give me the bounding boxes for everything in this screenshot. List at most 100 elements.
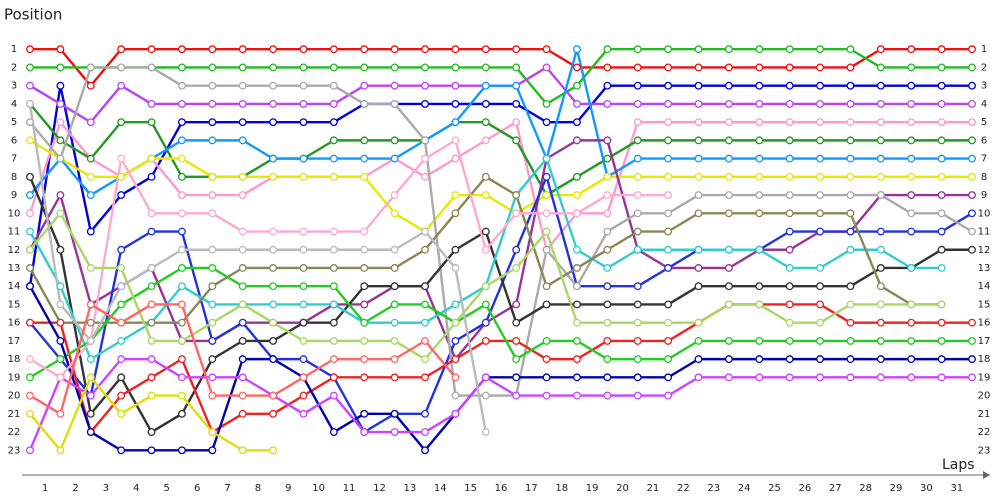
position-marker — [238, 45, 247, 54]
position-marker — [86, 227, 95, 236]
position-marker — [177, 245, 186, 254]
position-marker — [816, 172, 825, 181]
position-marker — [481, 227, 490, 236]
position-marker — [360, 318, 369, 327]
position-marker — [542, 227, 551, 236]
position-marker — [421, 428, 429, 436]
position-marker — [846, 355, 855, 364]
position-marker — [664, 355, 673, 364]
position-marker — [208, 282, 217, 291]
position-marker — [481, 81, 490, 90]
position-marker — [573, 245, 581, 254]
position-marker — [542, 355, 551, 364]
position-marker — [26, 45, 34, 54]
position-marker — [633, 227, 642, 236]
position-marker — [238, 264, 247, 272]
position-marker — [86, 391, 95, 400]
position-marker — [299, 81, 308, 90]
position-marker — [724, 245, 733, 254]
y-tick-label-right: 20 — [978, 391, 991, 402]
position-marker — [177, 446, 186, 455]
position-marker — [147, 300, 156, 309]
position-marker — [846, 191, 855, 200]
position-marker — [269, 336, 278, 345]
position-marker — [968, 245, 976, 254]
position-marker — [481, 282, 490, 291]
position-marker — [451, 245, 460, 254]
position-marker — [26, 409, 34, 418]
x-tick-label: 29 — [890, 483, 903, 494]
position-marker — [785, 63, 794, 72]
x-tick-label: 12 — [373, 483, 386, 494]
position-marker — [238, 245, 247, 254]
position-marker — [269, 355, 278, 364]
position-marker — [907, 81, 916, 90]
position-marker — [299, 391, 308, 400]
position-marker — [694, 45, 703, 54]
position-marker — [512, 118, 521, 127]
position-marker — [846, 99, 855, 108]
position-marker — [238, 118, 247, 127]
position-marker — [360, 99, 369, 108]
position-marker — [177, 172, 186, 181]
position-marker — [603, 63, 612, 72]
position-marker — [360, 45, 369, 54]
position-marker — [360, 245, 369, 254]
position-marker — [238, 318, 247, 327]
position-marker — [573, 63, 581, 72]
position-marker — [937, 136, 946, 145]
position-marker — [724, 336, 733, 345]
position-marker — [117, 264, 126, 272]
x-tick-label: 15 — [464, 483, 477, 494]
position-marker — [26, 99, 34, 108]
position-marker — [421, 81, 429, 90]
position-marker — [421, 154, 429, 163]
position-marker — [846, 154, 855, 163]
position-marker — [694, 373, 703, 382]
position-marker — [724, 154, 733, 163]
position-marker — [846, 45, 855, 54]
position-marker — [177, 355, 186, 364]
position-marker — [694, 209, 703, 218]
position-marker — [755, 282, 764, 291]
x-tick-label: 31 — [950, 483, 963, 494]
position-marker — [451, 99, 460, 108]
y-tick-label: 11 — [8, 227, 21, 238]
position-marker — [968, 209, 976, 218]
position-marker — [117, 118, 126, 127]
position-marker — [724, 99, 733, 108]
position-marker — [633, 355, 642, 364]
position-marker — [816, 136, 825, 145]
x-tick-label: 24 — [738, 483, 751, 494]
y-axis-label: Position — [4, 6, 62, 24]
position-marker — [937, 227, 946, 236]
position-marker — [481, 118, 490, 127]
x-tick-label: 2 — [72, 483, 78, 494]
position-marker — [177, 227, 186, 236]
position-marker — [177, 154, 186, 163]
position-marker — [56, 409, 65, 418]
position-marker — [269, 282, 278, 291]
position-marker — [208, 264, 217, 272]
position-marker — [117, 355, 126, 364]
position-marker — [907, 172, 916, 181]
y-tick-label-right: 15 — [978, 299, 991, 310]
position-marker — [755, 172, 764, 181]
position-marker — [816, 373, 825, 382]
position-marker — [177, 99, 186, 108]
position-marker — [724, 300, 733, 309]
x-tick-label: 22 — [677, 483, 690, 494]
position-marker — [238, 191, 247, 200]
position-marker — [208, 118, 217, 127]
position-marker — [573, 300, 581, 309]
position-marker — [785, 191, 794, 200]
position-marker — [664, 300, 673, 309]
position-marker — [937, 373, 946, 382]
position-marker — [208, 172, 217, 181]
position-marker — [117, 318, 126, 327]
position-marker — [816, 318, 825, 327]
x-tick-label: 28 — [859, 483, 872, 494]
y-tick-label-right: 4 — [981, 99, 987, 110]
position-marker — [238, 63, 247, 72]
position-marker — [876, 227, 885, 236]
